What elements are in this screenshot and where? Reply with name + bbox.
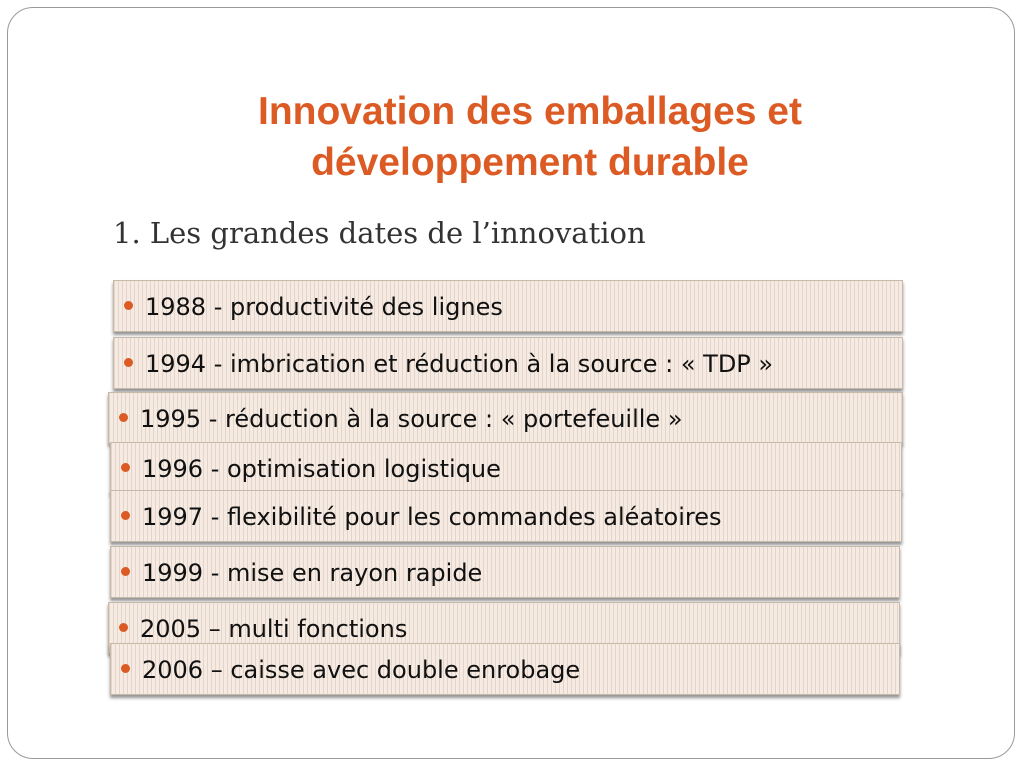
timeline-item-1997: 1997 - flexibilité pour les commandes al… [110, 490, 902, 542]
slide-title: Innovation des emballages et développeme… [120, 86, 940, 188]
timeline-item-label: 1997 - flexibilité pour les commandes al… [142, 503, 722, 531]
timeline-item-1995: 1995 - réduction à la source : « portefe… [108, 392, 903, 444]
bullet-icon [124, 300, 133, 310]
timeline-item-1999: 1999 - mise en rayon rapide [110, 546, 900, 598]
timeline-item-label: 2006 – caisse avec double enrobage [142, 656, 581, 684]
title-line-1: Innovation des emballages et [258, 90, 802, 133]
timeline-item-label: 1996 - optimisation logistique [142, 455, 501, 483]
title-line-2: développement durable [311, 141, 749, 184]
bullet-icon [121, 462, 130, 472]
timeline-item-2006: 2006 – caisse avec double enrobage [110, 643, 900, 695]
timeline-item-1988: 1988 - productivité des lignes [113, 280, 903, 332]
bullet-icon [119, 412, 128, 422]
timeline-item-label: 1995 - réduction à la source : « portefe… [140, 405, 683, 433]
bullet-icon [121, 663, 130, 673]
bullet-icon [121, 566, 130, 576]
timeline-item-1996: 1996 - optimisation logistique [110, 442, 902, 494]
timeline-item-label: 2005 – multi fonctions [140, 615, 408, 643]
timeline-item-label: 1999 - mise en rayon rapide [142, 559, 483, 587]
timeline-item-label: 1988 - productivité des lignes [145, 293, 503, 321]
timeline-item-1994: 1994 - imbrication et réduction à la sou… [113, 337, 903, 389]
bullet-icon [119, 622, 128, 632]
bullet-icon [121, 510, 130, 520]
timeline-item-label: 1994 - imbrication et réduction à la sou… [145, 350, 774, 378]
section-subtitle: 1. Les grandes dates de l’innovation [113, 216, 646, 250]
bullet-icon [124, 357, 133, 367]
